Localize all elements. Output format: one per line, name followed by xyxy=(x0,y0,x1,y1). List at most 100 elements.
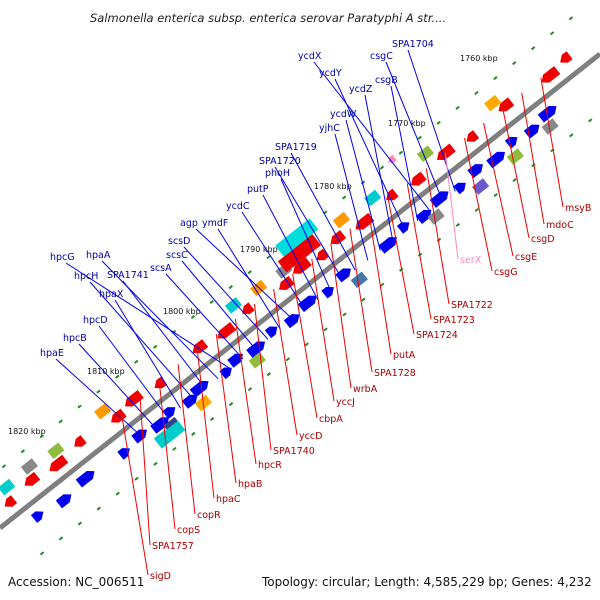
tick-mark xyxy=(58,536,64,541)
gene-label-reverse: csgD xyxy=(531,234,555,245)
tick-mark xyxy=(115,491,120,496)
gene-label-forward: hpcG xyxy=(50,252,75,263)
gene-label-reverse: yccD xyxy=(299,431,322,442)
gene-label-reverse: SPA1757 xyxy=(152,541,194,552)
leader-line xyxy=(158,379,176,530)
forward-gene xyxy=(504,136,518,149)
leader-line xyxy=(89,281,194,399)
accession-text: Accession: NC_006511 xyxy=(8,575,144,589)
gene-label-reverse: hpaC xyxy=(216,494,241,505)
forward-gene xyxy=(453,182,466,195)
cog-box xyxy=(506,148,524,165)
forward-gene xyxy=(415,209,432,224)
leader-line xyxy=(280,178,331,291)
cog-box xyxy=(541,118,559,135)
leader-line xyxy=(334,133,369,261)
kbp-label: 1810 kbp xyxy=(87,367,125,376)
gene-labels: SPA1704csgCycdXcsgBycdYycdZycdWyjhCSPA17… xyxy=(40,39,591,582)
gene-label-forward: putP xyxy=(247,184,269,195)
leader-line xyxy=(385,61,444,202)
kbp-scale: 1760 kbp 1770 kbp 1780 kbp 1790 kbp 1800… xyxy=(8,54,498,436)
leader-line xyxy=(349,228,373,373)
leader-line xyxy=(290,152,356,271)
cog-box xyxy=(248,352,266,369)
cog-box xyxy=(350,271,368,289)
forward-gene xyxy=(396,222,410,234)
kbp-label: 1780 kbp xyxy=(314,182,352,191)
leader-line xyxy=(122,280,206,389)
forward-gene xyxy=(55,494,72,509)
reverse-gene xyxy=(24,471,41,486)
forward-gene xyxy=(117,448,130,460)
gene-label-forward: SPA1719 xyxy=(275,142,317,153)
tick-mark xyxy=(1,464,7,469)
tick-mark xyxy=(20,449,26,454)
gene-label-reverse: csgG xyxy=(494,267,518,278)
tick-mark xyxy=(77,404,82,409)
reverse-gene xyxy=(541,66,561,83)
forward-gene xyxy=(131,429,147,444)
gene-label-forward: yjhC xyxy=(319,123,340,134)
cog-box xyxy=(472,178,490,195)
leader-line xyxy=(444,153,459,260)
gene-label-forward: ycdW xyxy=(330,109,357,120)
leader-line xyxy=(177,364,196,515)
tick-mark xyxy=(398,267,404,272)
tick-mark xyxy=(191,431,196,436)
forward-gene xyxy=(150,417,170,434)
tick-mark xyxy=(360,180,366,185)
gene-label-reverse: hpaB xyxy=(238,479,262,490)
forward-gene xyxy=(30,511,44,523)
leader-line xyxy=(78,343,157,429)
leader-line xyxy=(540,77,564,208)
leader-line xyxy=(120,409,149,576)
forward-gene xyxy=(321,286,334,299)
leader-line xyxy=(215,334,237,484)
cog-box xyxy=(364,189,382,207)
gene-label-forward: scsA xyxy=(150,263,172,274)
gene-label-reverse: cbpA xyxy=(319,414,343,425)
tick-mark xyxy=(247,387,253,392)
tick-mark xyxy=(39,434,44,439)
leader-line xyxy=(262,194,319,301)
forward-gene xyxy=(378,237,398,254)
tick-mark xyxy=(323,327,328,332)
leader-line xyxy=(292,273,318,419)
reverse-gene xyxy=(192,339,209,354)
leader-line xyxy=(364,94,394,241)
genome-backbone xyxy=(0,52,600,530)
gene-label-forward: ycdZ xyxy=(349,84,373,95)
tick-mark xyxy=(266,372,272,377)
gene-label-reverse: SPA1723 xyxy=(433,315,475,326)
leader-line xyxy=(502,107,530,239)
tick-mark xyxy=(209,299,215,305)
forward-gene xyxy=(227,353,243,368)
kbp-label: 1790 kbp xyxy=(240,245,278,254)
gene-label-forward: hpcD xyxy=(83,315,108,326)
reverse-gene xyxy=(436,143,456,161)
reverse-gene xyxy=(292,257,312,274)
reverse-gene xyxy=(111,408,127,423)
leader-line xyxy=(195,228,294,320)
forward-gene xyxy=(429,191,449,208)
leader-line xyxy=(183,246,269,340)
reverse-gene xyxy=(4,495,18,507)
tick-mark xyxy=(436,120,441,125)
leader-line xyxy=(234,319,257,465)
gene-label-reverse: yccJ xyxy=(336,397,355,408)
gene-label-forward: hpcH xyxy=(74,271,98,282)
tick-mark xyxy=(455,105,460,110)
forward-gene xyxy=(297,295,317,313)
leader-line xyxy=(55,358,144,439)
tick-mark xyxy=(247,270,252,275)
forward-gene xyxy=(335,268,351,283)
leader-line xyxy=(217,228,281,330)
cog-box xyxy=(224,297,242,314)
gene-label-reverse: copR xyxy=(197,510,221,521)
gene-label-reverse: msyB xyxy=(565,203,591,214)
leader-line xyxy=(98,325,169,419)
tick-mark xyxy=(455,222,461,227)
tick-mark xyxy=(134,359,139,364)
tick-mark xyxy=(569,133,574,138)
